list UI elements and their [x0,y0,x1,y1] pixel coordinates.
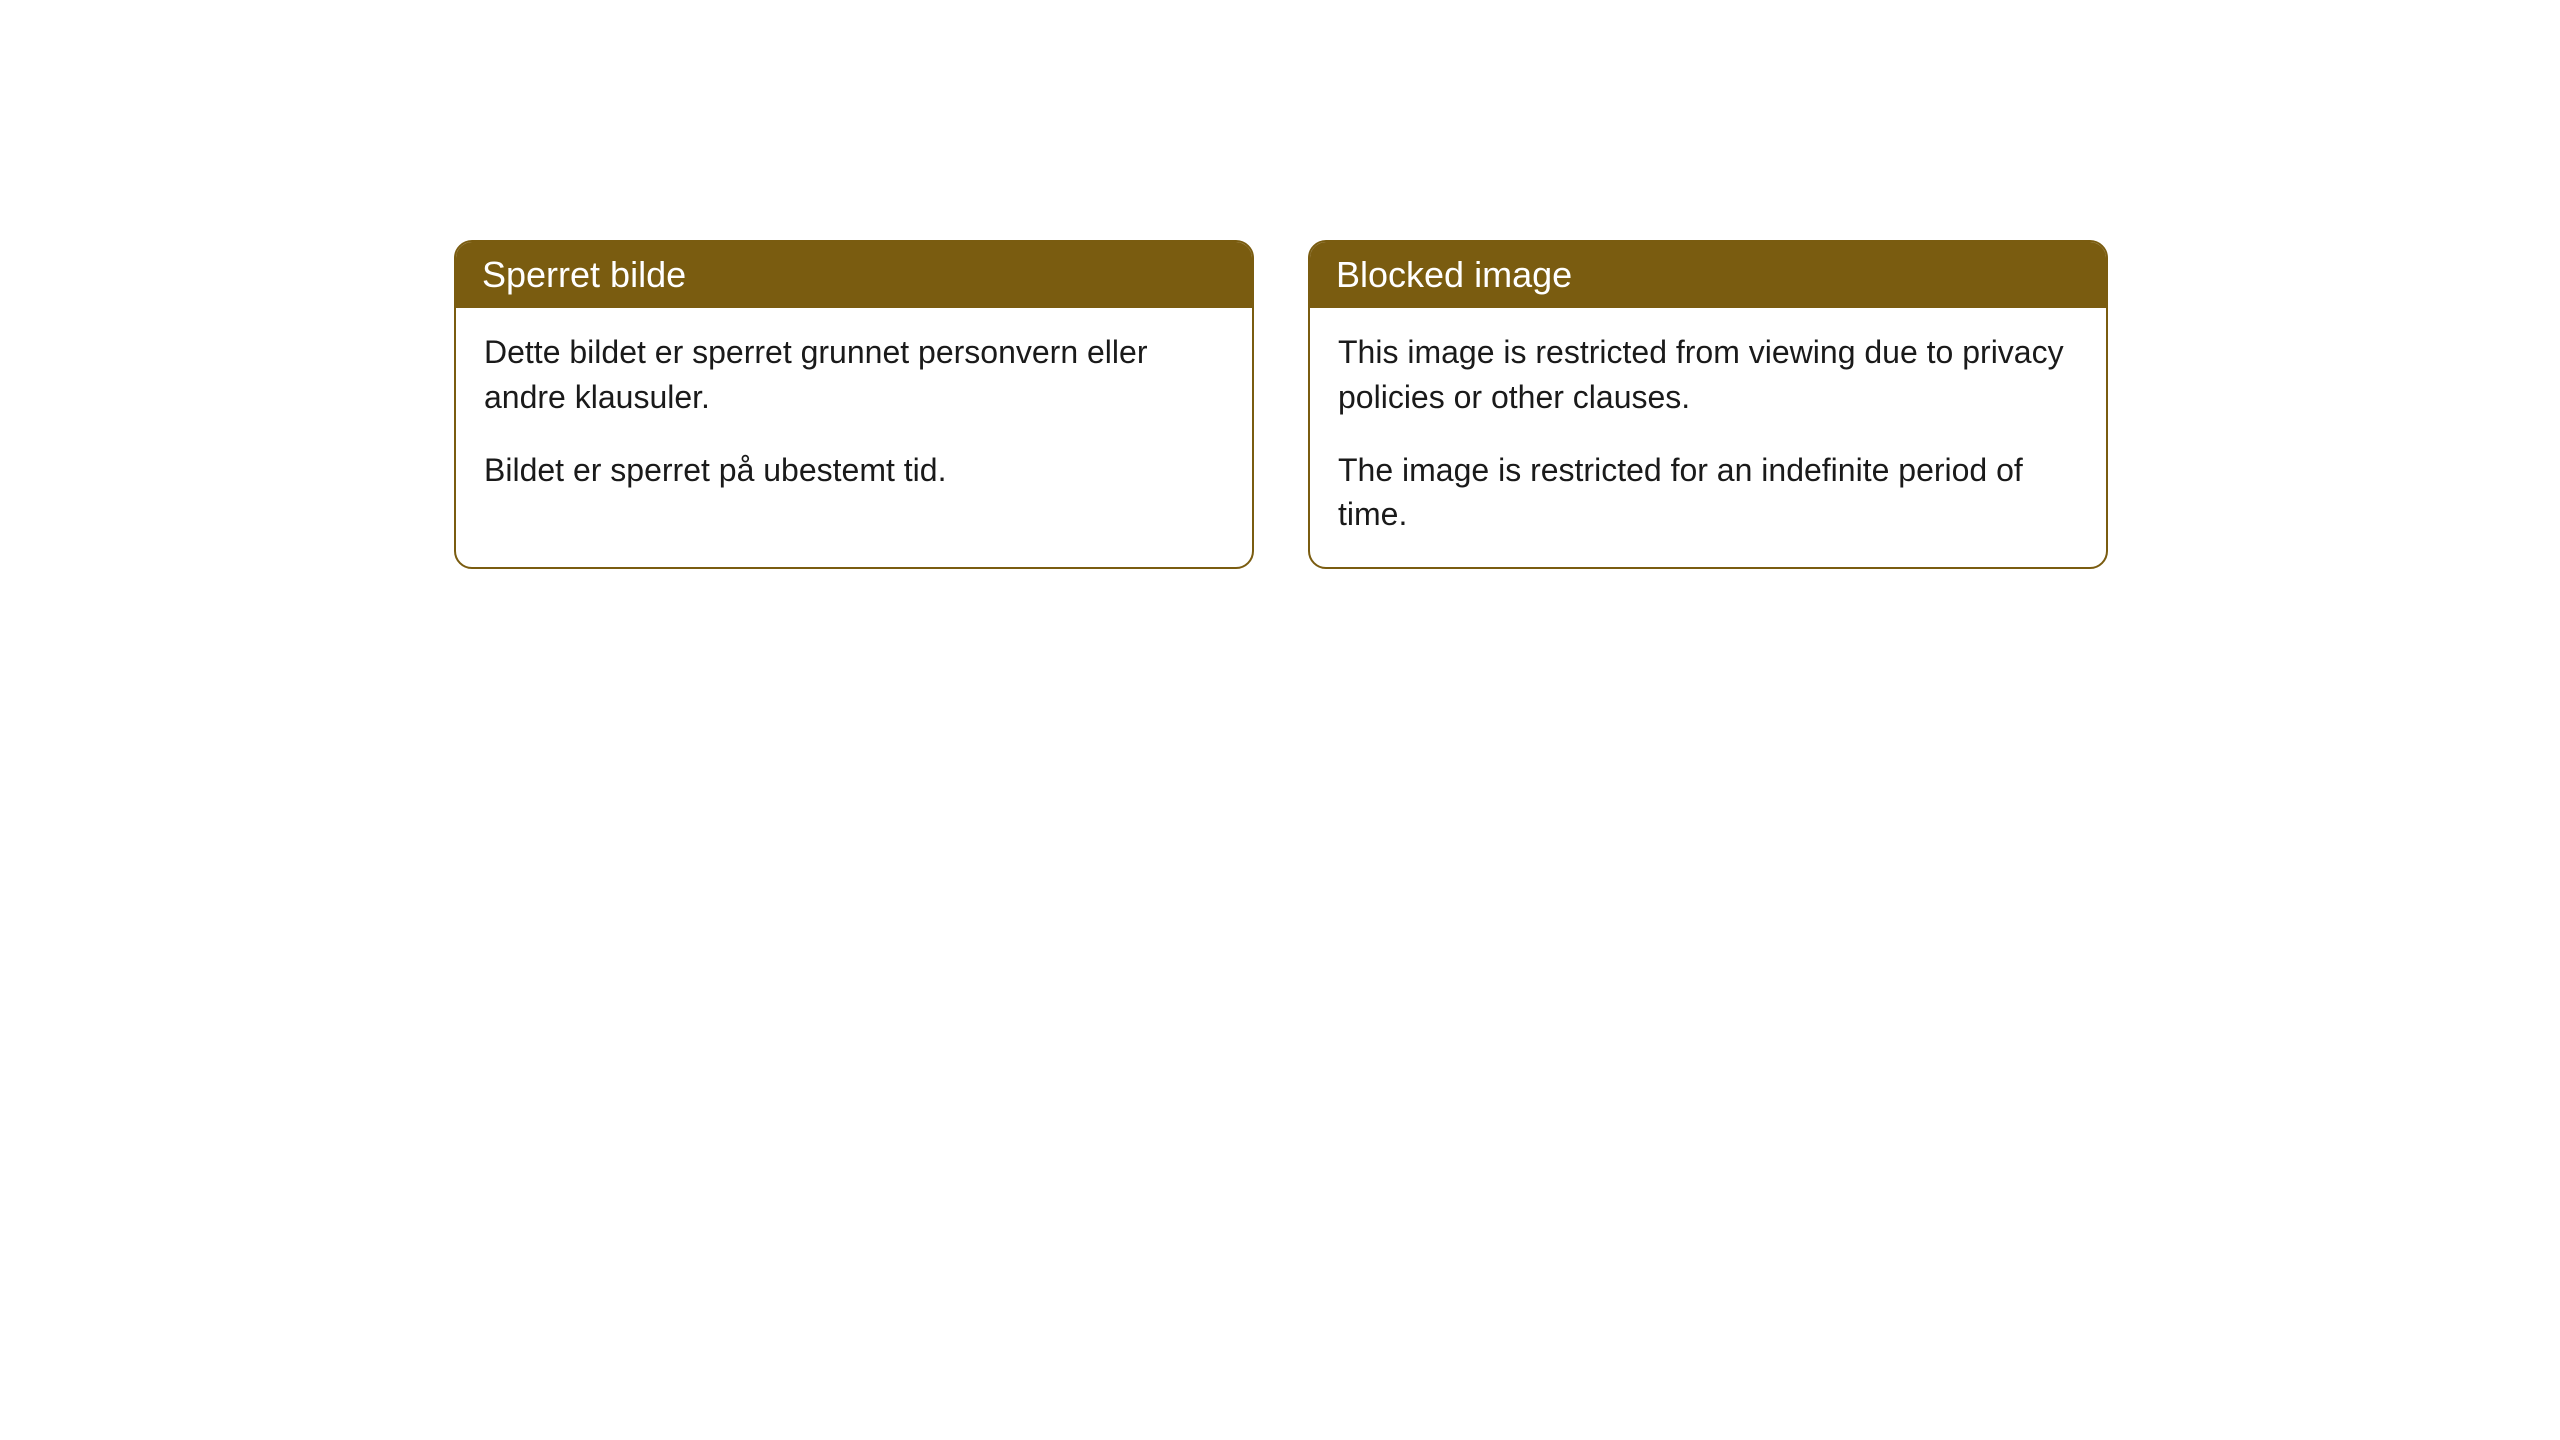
card-title: Sperret bilde [482,254,686,295]
card-body: This image is restricted from viewing du… [1310,308,2106,567]
card-paragraph-1: Dette bildet er sperret grunnet personve… [484,330,1224,420]
card-paragraph-2: Bildet er sperret på ubestemt tid. [484,448,1224,493]
card-paragraph-1: This image is restricted from viewing du… [1338,330,2078,420]
notice-card-norwegian: Sperret bilde Dette bildet er sperret gr… [454,240,1254,569]
notice-card-english: Blocked image This image is restricted f… [1308,240,2108,569]
card-header: Blocked image [1310,242,2106,308]
card-header: Sperret bilde [456,242,1252,308]
card-paragraph-2: The image is restricted for an indefinit… [1338,448,2078,538]
card-title: Blocked image [1336,254,1572,295]
notice-cards-container: Sperret bilde Dette bildet er sperret gr… [0,0,2560,569]
card-body: Dette bildet er sperret grunnet personve… [456,308,1252,522]
